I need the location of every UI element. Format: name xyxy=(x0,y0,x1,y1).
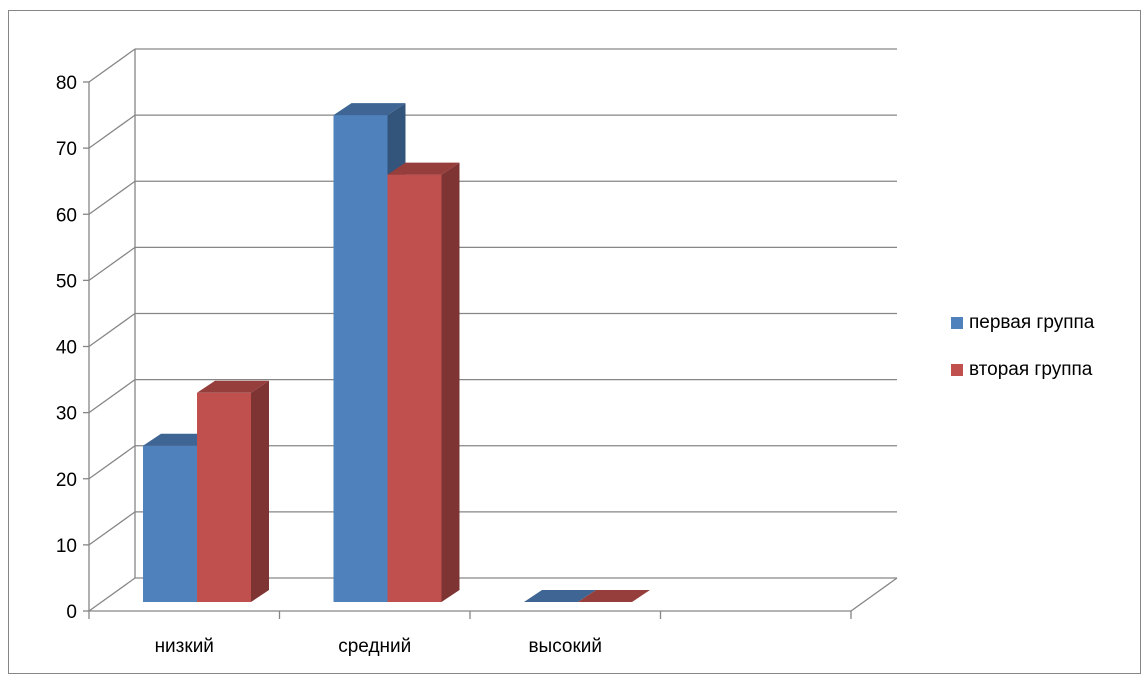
floor-right-edge xyxy=(850,577,898,612)
x-tick-label: средний xyxy=(338,636,411,657)
wall-gridline xyxy=(88,445,136,480)
legend-label: первая группа xyxy=(969,312,1095,333)
axis-layer: 0 10 20 30 40 50 60 70 80 низкий средний высокий xyxy=(56,73,852,657)
legend-swatch xyxy=(951,317,963,329)
wall-gridline xyxy=(88,577,136,612)
bar xyxy=(578,590,650,602)
wall-gridline xyxy=(88,180,136,215)
bar-top-face xyxy=(524,590,596,602)
x-tick-label: высокий xyxy=(528,636,602,657)
wall-gridline xyxy=(88,48,136,83)
wall-gridline xyxy=(88,379,136,414)
bar-top-face xyxy=(333,103,406,116)
bar-side-face xyxy=(441,162,460,602)
y-tick-label: 70 xyxy=(56,139,77,160)
y-tick-label: 20 xyxy=(56,470,77,491)
bar xyxy=(197,380,269,602)
legend-swatch xyxy=(951,364,963,376)
bar-top-face xyxy=(387,162,460,175)
legend-label: вторая группа xyxy=(969,359,1093,380)
bar-top-face xyxy=(197,380,269,393)
bar-side-face xyxy=(251,380,269,602)
bar-front-face xyxy=(333,115,388,602)
y-tick-label: 80 xyxy=(56,73,77,94)
grid-layer xyxy=(88,48,898,612)
bars-layer xyxy=(143,103,650,602)
bar-top-face xyxy=(578,590,650,602)
x-tick-label: низкий xyxy=(155,636,214,657)
y-tick-label: 30 xyxy=(56,404,77,425)
y-tick-label: 50 xyxy=(56,271,77,292)
y-tick-label: 10 xyxy=(56,536,77,557)
y-tick-label: 40 xyxy=(56,338,77,359)
bar-front-face xyxy=(197,392,251,602)
bar-front-face xyxy=(387,174,442,602)
bar xyxy=(524,590,596,602)
bar-front-face xyxy=(143,445,197,602)
bar xyxy=(387,162,460,602)
y-tick-label: 0 xyxy=(66,602,77,623)
wall-gridline xyxy=(88,114,136,149)
wall-gridline xyxy=(88,312,136,348)
legend: первая группа вторая группа xyxy=(951,312,1095,380)
wall-gridline xyxy=(88,511,136,546)
y-tick-label: 60 xyxy=(56,205,77,226)
wall-gridline xyxy=(88,246,136,281)
